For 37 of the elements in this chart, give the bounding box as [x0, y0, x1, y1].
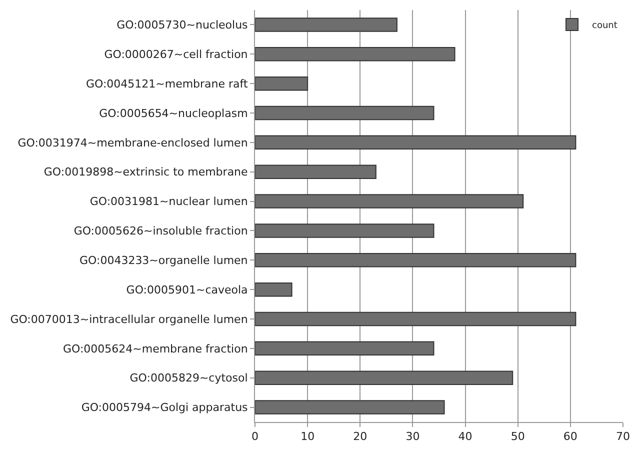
- bar: [255, 18, 398, 32]
- bar: [255, 312, 576, 326]
- y-tick-label: GO:0005794~Golgi apparatus: [81, 401, 248, 414]
- x-tick-label: 40: [458, 430, 472, 444]
- y-tick-label: GO:0031981~nuclear lumen: [90, 195, 248, 208]
- bar: [255, 135, 576, 150]
- y-tick-label: GO:0005730~nucleolus: [116, 18, 248, 32]
- bar: [255, 106, 434, 120]
- bar: [255, 47, 456, 62]
- x-tick-label: 50: [510, 430, 525, 444]
- y-tick-label: GO:0005829~cytosol: [130, 372, 248, 385]
- bar: [255, 253, 576, 268]
- y-tick-label: GO:0005654~nucleoplasm: [99, 106, 248, 120]
- bar: [255, 341, 434, 356]
- bar: [255, 370, 514, 385]
- y-tick-label: GO:0043233~organelle lumen: [80, 254, 248, 267]
- x-tick-label: 10: [300, 430, 315, 444]
- y-tick-label: GO:0005626~insoluble fraction: [74, 224, 248, 238]
- x-tick-label: 20: [353, 430, 368, 444]
- bar: [255, 400, 445, 414]
- bar: [255, 164, 376, 179]
- bar: [255, 76, 308, 91]
- x-tick-label: 0: [252, 430, 258, 444]
- y-tick-label: GO:0045121~membrane raft: [86, 77, 248, 90]
- y-tick-label: GO:0031974~membrane-enclosed lumen: [18, 136, 248, 150]
- legend-label: count: [592, 21, 618, 32]
- bar: [255, 224, 434, 238]
- y-tick-label: GO:0005624~membrane fraction: [62, 342, 248, 356]
- bar: [255, 282, 292, 297]
- x-tick-label: 70: [616, 430, 630, 444]
- y-tick-label: GO:0000267~cell fraction: [104, 48, 248, 61]
- y-tick-label: GO:0019898~extrinsic to membrane: [44, 166, 248, 179]
- x-tick-label: 60: [563, 430, 578, 444]
- y-tick-label: GO:0005901~caveola: [126, 283, 248, 296]
- y-tick-label: GO:0070013~intracellular organelle lumen: [10, 312, 248, 326]
- bar: [255, 194, 524, 208]
- x-tick-label: 30: [406, 430, 420, 444]
